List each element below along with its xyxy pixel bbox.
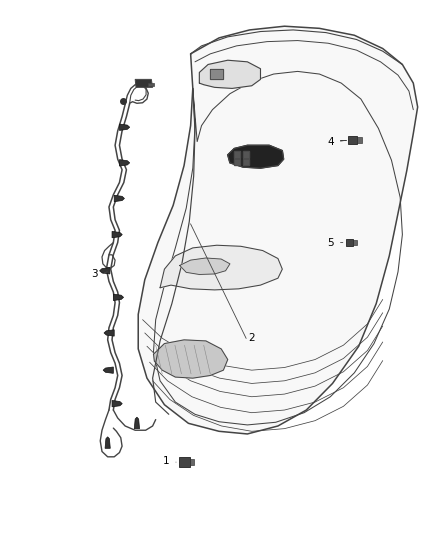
Polygon shape — [199, 60, 261, 88]
Bar — [190, 459, 194, 465]
Polygon shape — [112, 231, 122, 238]
Polygon shape — [99, 268, 110, 274]
Polygon shape — [104, 330, 114, 336]
Text: 3: 3 — [91, 270, 98, 279]
Polygon shape — [234, 159, 240, 165]
Text: 2: 2 — [248, 333, 255, 343]
Polygon shape — [148, 83, 154, 86]
Polygon shape — [134, 417, 140, 429]
Polygon shape — [120, 124, 130, 131]
Text: 1: 1 — [163, 456, 170, 465]
Polygon shape — [234, 151, 240, 158]
Polygon shape — [135, 79, 152, 87]
Polygon shape — [113, 294, 124, 301]
Polygon shape — [138, 26, 418, 434]
Polygon shape — [160, 245, 283, 290]
Polygon shape — [103, 367, 113, 373]
Bar — [357, 138, 362, 143]
Text: 5: 5 — [327, 238, 334, 247]
Bar — [346, 239, 353, 246]
Text: 4: 4 — [327, 136, 334, 147]
Polygon shape — [105, 437, 110, 448]
Polygon shape — [153, 340, 228, 378]
Polygon shape — [210, 69, 223, 79]
Bar — [353, 240, 357, 245]
Polygon shape — [120, 160, 130, 166]
Bar — [179, 457, 190, 467]
Polygon shape — [114, 195, 124, 201]
Polygon shape — [180, 258, 230, 274]
Polygon shape — [228, 146, 284, 168]
Polygon shape — [243, 159, 249, 165]
Polygon shape — [112, 400, 122, 407]
Bar — [348, 136, 357, 144]
Polygon shape — [243, 151, 249, 158]
